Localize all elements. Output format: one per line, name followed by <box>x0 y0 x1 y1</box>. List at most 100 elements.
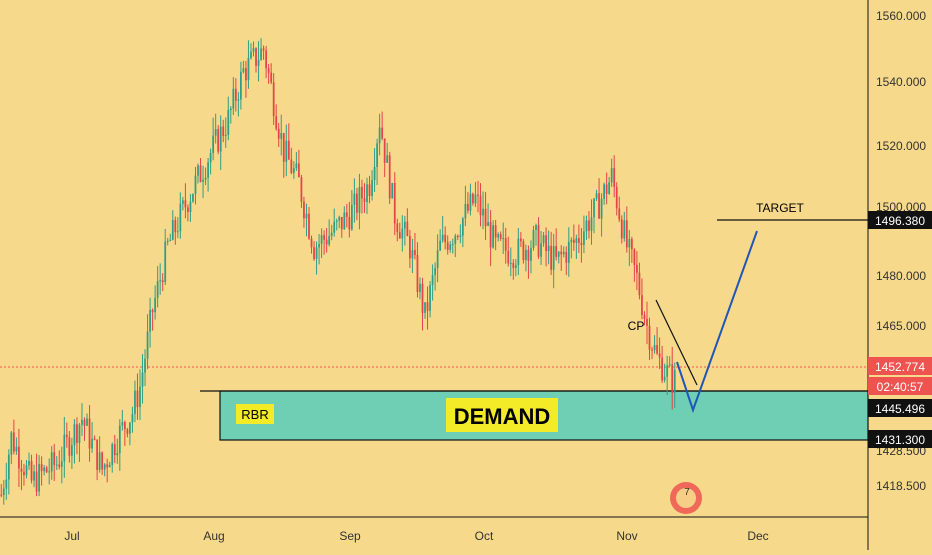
y-axis-labels: 1560.000 1540.000 1520.000 1500.000 1480… <box>876 9 926 493</box>
demand-top-badge <box>868 399 932 417</box>
candle-body <box>53 452 56 465</box>
candle-body <box>345 212 348 217</box>
candle-body <box>280 133 283 139</box>
candle-body <box>214 129 217 136</box>
candle-body <box>575 238 578 243</box>
candle-body <box>123 422 126 430</box>
candle-body <box>658 353 661 358</box>
candle-body <box>451 243 454 245</box>
candle-body <box>63 434 66 462</box>
candle-body <box>363 198 366 202</box>
candle-body <box>469 193 472 211</box>
candle-body <box>83 419 86 426</box>
candle-body <box>55 464 58 466</box>
candle-body <box>237 99 240 101</box>
candle-body <box>18 446 20 469</box>
candle-body <box>68 437 71 456</box>
candle-body <box>217 129 220 152</box>
price-badges: 1496.380 1452.774 02:40:57 1445.496 1431… <box>868 211 932 448</box>
candle-body <box>630 239 633 250</box>
candle-body <box>661 357 664 381</box>
candle-body <box>502 238 505 240</box>
candle-body <box>176 231 179 233</box>
candle-body <box>33 471 35 481</box>
candle-body <box>298 163 300 178</box>
x-axis-labels: Jul Aug Sep Oct Nov Dec <box>64 529 768 543</box>
candle-body <box>93 438 96 440</box>
candle-body <box>187 207 189 213</box>
candle-body <box>121 422 124 426</box>
candle-body <box>106 464 109 468</box>
candle-body <box>192 193 194 202</box>
candle-body <box>557 251 560 257</box>
candle-body <box>144 358 146 373</box>
candle-body <box>108 464 111 468</box>
rbr-label-bg <box>236 404 274 424</box>
candle-body <box>532 229 535 248</box>
candle-body <box>401 228 404 239</box>
candle-body <box>295 163 298 169</box>
candle-body <box>530 247 532 261</box>
candle-body <box>154 297 157 313</box>
candle-body <box>65 434 68 438</box>
candle-body <box>134 390 136 414</box>
candle-body <box>461 218 464 236</box>
candle-body <box>129 422 131 434</box>
candle-body <box>224 134 227 137</box>
candle-body <box>489 222 492 248</box>
candle-body <box>603 184 605 199</box>
candle-body <box>497 234 500 238</box>
demand-bottom-badge <box>868 430 932 448</box>
candle-body <box>406 221 409 237</box>
candle-body <box>86 418 88 426</box>
candle-body <box>456 235 459 237</box>
candle-body <box>429 284 431 311</box>
candle-body <box>419 283 421 292</box>
y-label-1560: 1560.000 <box>876 9 926 23</box>
candle-body <box>368 184 371 196</box>
candle-body <box>484 208 487 227</box>
candle-body <box>232 88 235 109</box>
candle-body <box>517 238 520 266</box>
candle-body <box>272 82 275 117</box>
countdown-badge <box>868 377 932 395</box>
candle-body <box>88 418 91 449</box>
candle-body <box>350 204 353 230</box>
candle-body <box>487 222 489 227</box>
candle-body <box>648 325 651 350</box>
candle-body <box>578 238 580 243</box>
candle-body <box>499 234 502 239</box>
candle-body <box>572 239 575 243</box>
candle-body <box>542 235 545 244</box>
candle-body <box>179 203 182 232</box>
candle-body <box>623 220 626 239</box>
candle-body <box>343 212 346 230</box>
candle-body <box>252 48 255 52</box>
countdown-text: 02:40:57 <box>877 380 924 394</box>
x-label-jul: Jul <box>64 529 79 543</box>
candle-body <box>2 488 5 496</box>
candle-body <box>141 372 144 387</box>
candle-body <box>202 179 204 182</box>
candlestick-series <box>0 38 676 505</box>
candle-body <box>78 424 81 443</box>
candle-body <box>494 225 497 238</box>
candle-body <box>101 452 104 470</box>
candle-body <box>212 135 215 153</box>
candle-body <box>166 240 169 242</box>
candle-body <box>545 235 547 252</box>
candle-body <box>522 241 525 261</box>
candle-body <box>118 425 121 454</box>
candle-body <box>378 127 381 144</box>
candle-body <box>300 177 303 202</box>
candle-body <box>507 250 510 264</box>
candle-body <box>5 479 8 489</box>
candle-body <box>403 221 406 229</box>
overlay-icon[interactable]: 7 <box>670 482 702 514</box>
candle-body <box>308 213 310 239</box>
candle-body <box>643 314 646 319</box>
candle-body <box>10 432 13 455</box>
candle-body <box>335 220 338 222</box>
candle-body <box>376 143 378 167</box>
